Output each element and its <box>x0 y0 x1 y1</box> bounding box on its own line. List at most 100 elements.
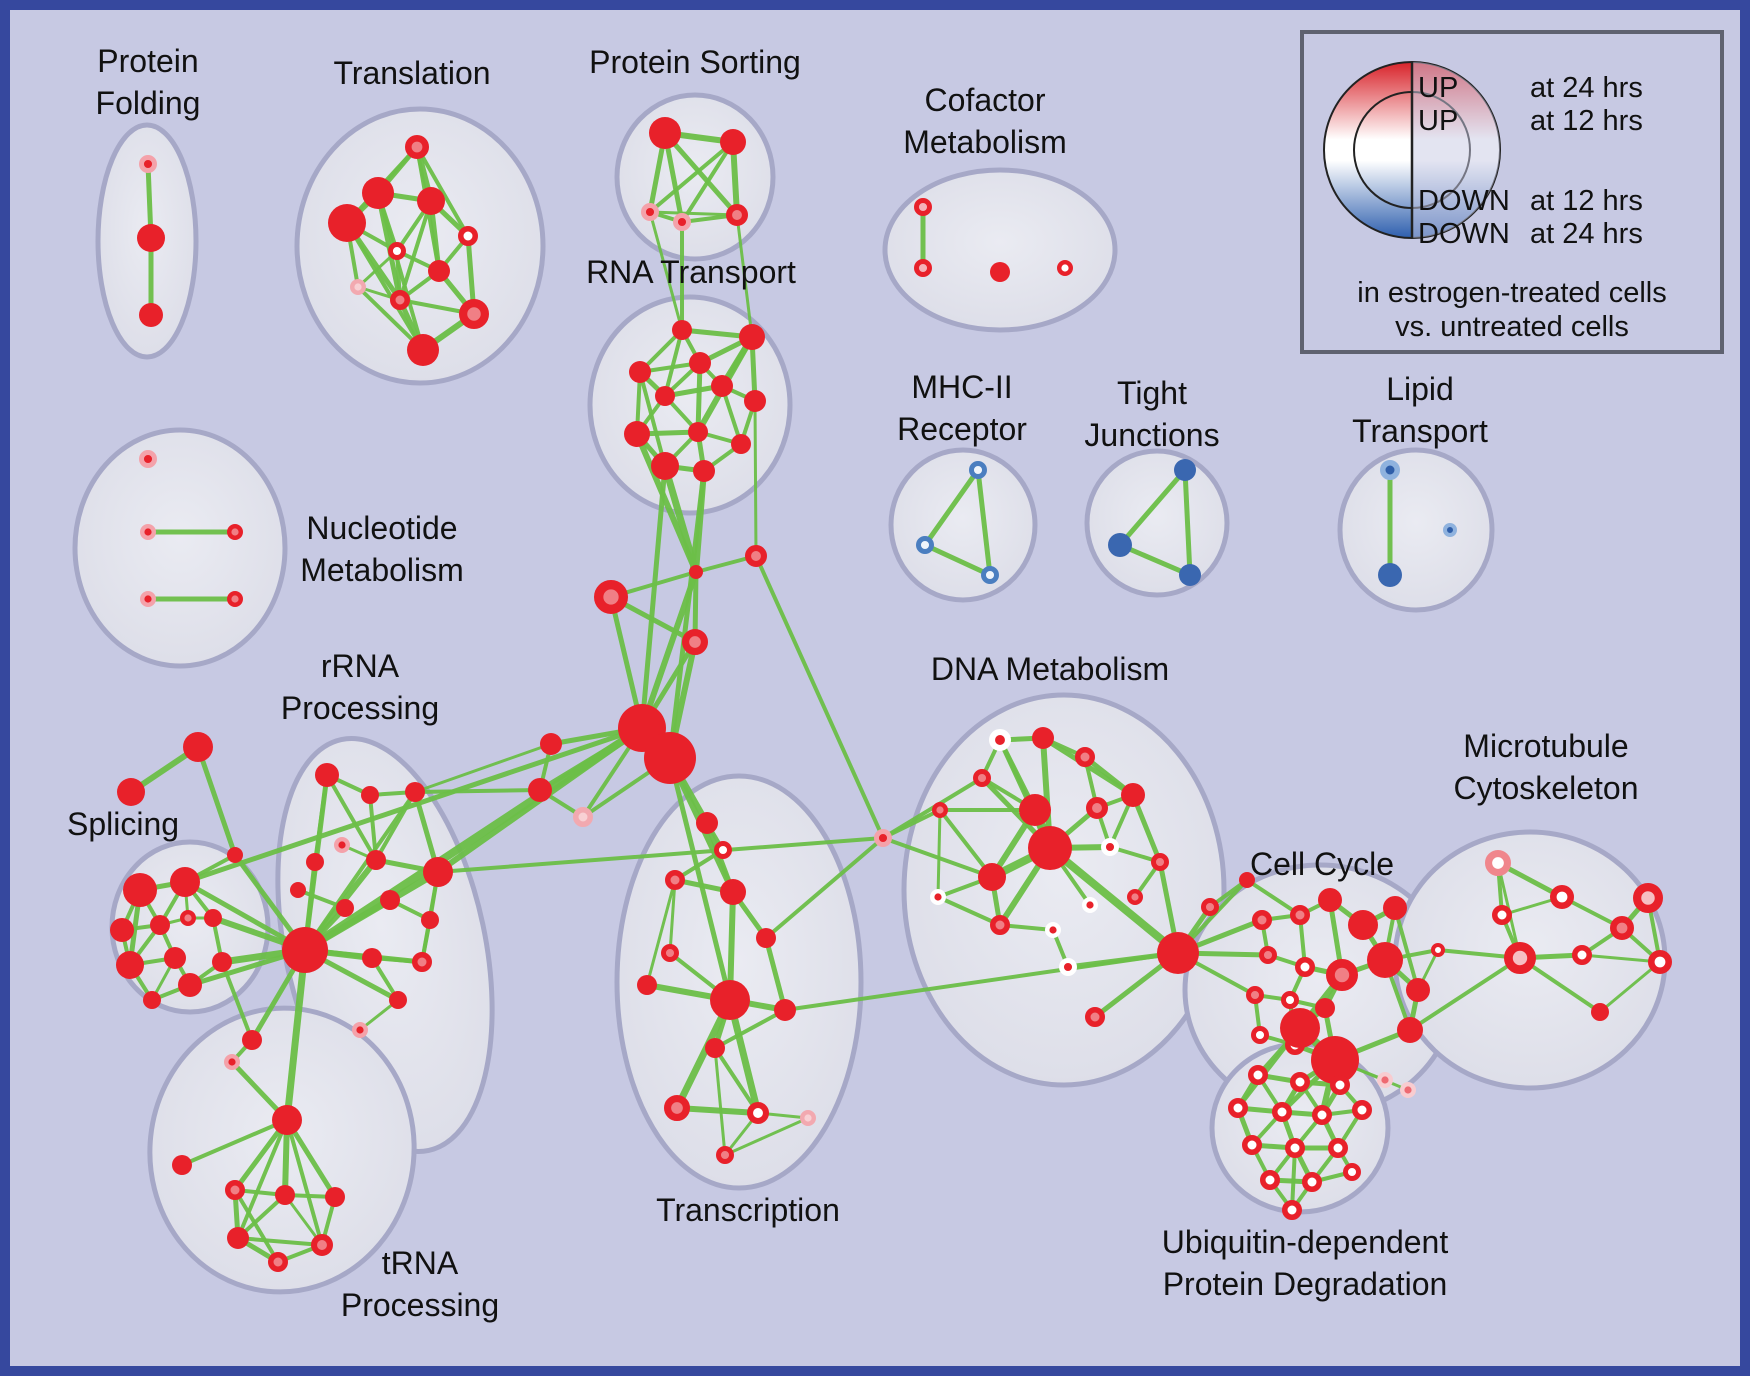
cluster-label-tight-junctions: Junctions <box>1084 417 1219 453</box>
network-edge <box>1130 792 1163 865</box>
gene-node-pw <box>1312 1105 1332 1125</box>
network-edge <box>922 542 993 578</box>
gene-node-wr <box>1100 837 1119 856</box>
gene-node-s <box>711 375 733 397</box>
gene-node-rp <box>990 915 1010 935</box>
network-edge <box>195 744 238 858</box>
gene-node-s <box>417 187 445 215</box>
gene-node-pw <box>1572 945 1592 965</box>
network-edge <box>1290 1146 1297 1212</box>
gene-node-s <box>540 733 562 755</box>
gene-node-pw <box>1248 1065 1268 1085</box>
network-edge <box>673 996 734 1112</box>
gene-node-bw <box>968 461 987 480</box>
gene-node-s <box>1318 888 1342 912</box>
gene-node-s <box>362 948 382 968</box>
gene-node-rp <box>932 802 949 819</box>
gene-node-rp <box>665 870 685 890</box>
cluster-label-microtubule-cytoskeleton: Microtubule <box>1463 728 1628 764</box>
gene-node-pwp <box>1484 850 1511 877</box>
network-edge <box>284 1117 338 1200</box>
gene-node-s <box>227 1227 249 1249</box>
cluster-label-protein-sorting: Protein Sorting <box>589 44 801 80</box>
cluster-ellipse-cofactor-metabolism <box>882 167 1118 333</box>
cluster-labels-layer: Protein Folding Translation Protein Sorting… <box>67 43 1639 1323</box>
gene-node-s <box>710 980 750 1020</box>
gene-node-pw <box>1260 1170 1280 1190</box>
gene-node-rp <box>310 1234 333 1257</box>
gene-node-s <box>644 732 696 784</box>
gene-node-rp <box>1200 897 1219 916</box>
legend-time-label-3: at 24 hrs <box>1530 218 1643 250</box>
gene-node-fade <box>350 279 367 296</box>
network-edge <box>313 773 329 864</box>
gene-node-bw <box>980 565 999 584</box>
gene-node-rp <box>1610 915 1635 940</box>
gene-node-pw <box>1272 1102 1292 1122</box>
gene-node-rp <box>459 299 489 329</box>
gene-node-pw <box>1250 1025 1269 1044</box>
gene-node-s <box>739 324 765 350</box>
gene-node-s <box>150 915 170 935</box>
legend-time-label-2: at 12 hrs <box>1530 185 1643 217</box>
gene-node-s <box>744 390 766 412</box>
cluster-label-nucleotide-metabolism: Nucleotide <box>306 510 457 546</box>
network-edge <box>648 210 684 332</box>
gene-node-pw <box>1342 1162 1361 1181</box>
cluster-label-ubiquitin-degradation: Ubiquitin-dependent <box>1162 1224 1449 1260</box>
cluster-label-lipid-transport: Transport <box>1352 413 1488 449</box>
gene-node-s <box>1032 727 1054 749</box>
cluster-label-rrna-processing: rRNA <box>321 648 400 684</box>
gene-node-rp <box>1245 985 1264 1004</box>
network-edge <box>936 895 1002 927</box>
network-edge <box>668 878 677 955</box>
gene-node-s <box>123 873 157 907</box>
gene-node-rpk <box>1504 942 1537 975</box>
network-edge <box>763 935 788 1013</box>
gene-node-s <box>689 352 711 374</box>
network-edge <box>663 328 684 398</box>
cluster-label-mhc-ii-receptor: MHC-II <box>911 369 1012 405</box>
gene-node-pw <box>458 226 478 246</box>
network-edge <box>881 808 942 840</box>
gene-node-bw <box>915 535 934 554</box>
network-edge <box>753 399 758 558</box>
network-edge <box>345 221 425 352</box>
gene-node-wr <box>1081 897 1098 914</box>
network-edge <box>648 140 735 214</box>
gene-node-s <box>1028 826 1072 870</box>
gene-node-s <box>1157 932 1199 974</box>
gene-node-rp <box>972 768 991 787</box>
network-edge <box>639 569 699 731</box>
network-edge <box>638 370 667 468</box>
gene-node-rp <box>268 1252 288 1272</box>
gene-node-s <box>139 303 163 327</box>
gene-node-pp <box>672 213 691 232</box>
network-edge <box>695 360 703 435</box>
gene-node-s <box>328 204 366 242</box>
gene-node-pw <box>1431 943 1445 957</box>
network-edge <box>374 790 417 862</box>
gene-node-s <box>315 763 339 787</box>
network-edge <box>1245 878 1302 917</box>
network-edge <box>667 468 707 761</box>
gene-node-s <box>178 973 202 997</box>
gene-node-s <box>361 786 379 804</box>
gene-node-s <box>380 890 400 910</box>
gene-node-wr <box>1044 922 1061 939</box>
gene-node-s <box>407 334 439 366</box>
network-edge <box>368 793 378 862</box>
gene-node-bs <box>1179 564 1201 586</box>
legend-direction-label-2: DOWN <box>1418 185 1510 217</box>
gene-node-bs <box>1108 533 1132 557</box>
gene-node-pp <box>352 1021 369 1038</box>
network-edge <box>1393 906 1420 992</box>
network-edge <box>662 130 740 218</box>
gene-node-pw <box>1328 1138 1348 1158</box>
gene-node-pw <box>1352 1100 1372 1120</box>
network-edge <box>1598 960 1662 1014</box>
network-edge <box>220 960 254 1042</box>
gene-node-pw <box>1285 1138 1305 1158</box>
gene-node-s <box>137 224 165 252</box>
gene-node-rp <box>404 135 429 160</box>
